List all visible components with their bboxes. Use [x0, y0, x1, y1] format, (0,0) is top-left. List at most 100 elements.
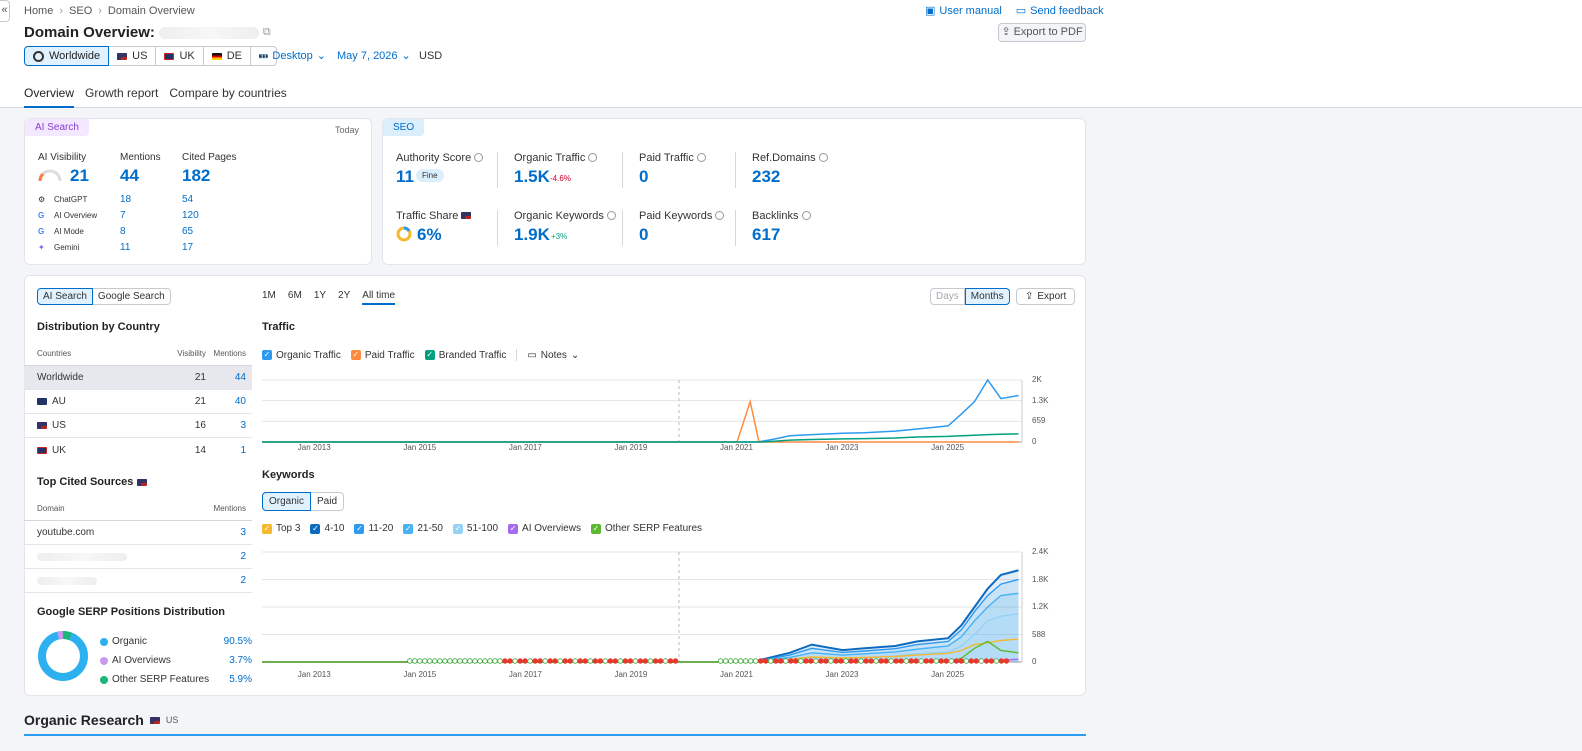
platform-cited[interactable]: 54	[182, 193, 194, 205]
info-icon[interactable]	[818, 153, 828, 162]
tab-overview[interactable]: Overview	[24, 86, 75, 108]
period-6m[interactable]: 6M	[287, 290, 302, 301]
period-2y[interactable]: 2Y	[338, 290, 351, 301]
source-row[interactable]: 2	[24, 569, 252, 593]
region-de[interactable]: DE	[203, 46, 251, 66]
breadcrumb-seo[interactable]: SEO	[69, 5, 93, 17]
region-label: DE	[226, 50, 242, 62]
ref-domains-value[interactable]: 232	[752, 167, 781, 186]
source-mentions[interactable]: 2	[240, 575, 246, 586]
distribution-row[interactable]: AU 21 40	[24, 390, 252, 414]
granularity-days[interactable]: Days	[930, 288, 965, 305]
region-worldwide[interactable]: Worldwide	[24, 46, 110, 66]
country-mentions[interactable]: 40	[234, 396, 246, 407]
period-1y[interactable]: 1Y	[313, 290, 327, 301]
ai-visibility-value[interactable]: 21	[70, 166, 89, 185]
granularity-months[interactable]: Months	[964, 288, 1010, 305]
serp-value: 5.9%	[229, 674, 252, 685]
platform-cited[interactable]: 120	[182, 209, 199, 221]
send-feedback-link[interactable]: ▭ Send feedback	[1016, 4, 1104, 18]
more-regions-button[interactable]: •••	[251, 46, 278, 66]
source-mentions[interactable]: 2	[240, 551, 246, 562]
traffic-share-value[interactable]: 6%	[417, 225, 442, 244]
country-mentions[interactable]: 1	[240, 444, 246, 456]
platform-mentions[interactable]: 18	[120, 193, 132, 205]
info-icon[interactable]	[801, 211, 811, 220]
legend-ai-overviews[interactable]: ✓ AI Overviews	[508, 523, 581, 534]
region-selector: Worldwide US UK DE •••	[24, 46, 278, 66]
x-tick-label: Jan 2013	[297, 670, 331, 679]
period-1m[interactable]: 1M	[262, 290, 276, 301]
legend-51-100[interactable]: ✓ 51-100	[452, 523, 498, 534]
x-tick-label: Jan 2019	[614, 443, 648, 452]
toggle-organic[interactable]: Organic	[262, 492, 312, 511]
paid-keywords-value[interactable]: 0	[639, 225, 649, 244]
toggle-google-search[interactable]: Google Search	[92, 288, 171, 305]
organic-traffic-value[interactable]: 1.5K	[514, 167, 550, 186]
date-dropdown[interactable]: May 7, 2026 ⌄	[337, 49, 411, 63]
platform-mentions[interactable]: 11	[120, 241, 131, 253]
source-row[interactable]: youtube.com 3	[24, 521, 252, 545]
series-area-21-50	[262, 593, 1019, 662]
legend-label: Top 3	[276, 523, 301, 534]
source-mentions[interactable]: 3	[240, 527, 246, 538]
country-mentions[interactable]: 44	[234, 372, 246, 383]
external-link-icon[interactable]: ⧉	[262, 26, 271, 38]
serp-feature-marker	[988, 658, 995, 664]
period-all-time[interactable]: All time	[362, 290, 396, 305]
legend-branded-traffic[interactable]: ✓ Branded Traffic	[424, 349, 506, 361]
toggle-paid[interactable]: Paid	[311, 492, 345, 511]
tab-compare-countries[interactable]: Compare by countries	[169, 86, 287, 100]
platform-cited[interactable]: 65	[182, 225, 194, 237]
info-icon[interactable]	[715, 211, 725, 220]
notes-dropdown[interactable]: ▭ Notes ⌄	[527, 349, 579, 361]
distribution-row[interactable]: US 16 3	[24, 414, 252, 438]
platform-mentions[interactable]: 8	[120, 225, 126, 237]
serp-feature-marker	[743, 658, 749, 664]
region-uk[interactable]: UK	[156, 46, 204, 66]
mentions-value[interactable]: 44	[120, 166, 139, 185]
organic-keywords-value[interactable]: 1.9K	[514, 225, 550, 244]
cited-pages-value[interactable]: 182	[182, 166, 211, 185]
user-manual-link[interactable]: ▣ User manual	[925, 4, 1002, 18]
top-cited-text: Top Cited Sources	[37, 476, 134, 488]
export-pdf-button[interactable]: ⇪ Export to PDF	[998, 23, 1086, 42]
legend-paid-traffic[interactable]: ✓ Paid Traffic	[350, 349, 415, 361]
platform-cited[interactable]: 17	[182, 241, 194, 253]
legend-label: 4-10	[324, 523, 345, 534]
uk-flag-icon	[37, 446, 47, 454]
distribution-row[interactable]: UK 14 1	[24, 438, 252, 462]
tab-growth-report[interactable]: Growth report	[85, 86, 159, 100]
country-mentions[interactable]: 3	[240, 420, 246, 431]
paid-traffic-value[interactable]: 0	[639, 167, 649, 186]
serp-feature-marker	[642, 658, 649, 664]
info-icon[interactable]	[696, 153, 706, 162]
legend-21-50[interactable]: ✓ 21-50	[403, 523, 443, 534]
device-dropdown[interactable]: ▭ Desktop ⌄	[258, 49, 326, 63]
source-domain[interactable]: youtube.com	[37, 527, 95, 538]
backlinks-value[interactable]: 617	[752, 225, 781, 244]
authority-score-value[interactable]: 11	[396, 167, 414, 186]
page-title: Domain Overview: ⧉	[24, 24, 271, 41]
legend-other-serp-features[interactable]: ✓ Other SERP Features	[590, 523, 702, 534]
source-row[interactable]: 2	[24, 545, 252, 569]
info-icon[interactable]	[474, 153, 484, 162]
region-us[interactable]: US	[109, 46, 157, 66]
collapse-sidebar-button[interactable]: «	[0, 0, 10, 22]
toggle-ai-search[interactable]: AI Search	[37, 288, 93, 305]
platform-mentions[interactable]: 7	[120, 209, 126, 221]
export-button[interactable]: ⇪ Export	[1016, 288, 1076, 305]
legend-11-20[interactable]: ✓ 11-20	[354, 523, 393, 534]
distribution-row[interactable]: Worldwide 21 44	[24, 366, 252, 390]
info-icon[interactable]	[606, 211, 616, 220]
serp-feature-marker	[1003, 658, 1010, 664]
serp-feature-marker	[723, 658, 729, 664]
info-icon[interactable]	[588, 153, 598, 162]
paid-traffic-label: Paid Traffic	[639, 152, 706, 164]
breadcrumb-home[interactable]: Home	[24, 5, 54, 17]
user-manual-label: User manual	[939, 4, 1002, 17]
sources-header: Domain Mentions	[24, 497, 252, 521]
legend-organic-traffic[interactable]: ✓ Organic Traffic	[262, 349, 341, 361]
legend-4-10[interactable]: ✓ 4-10	[310, 523, 344, 534]
legend-top-3[interactable]: ✓ Top 3	[262, 523, 300, 534]
